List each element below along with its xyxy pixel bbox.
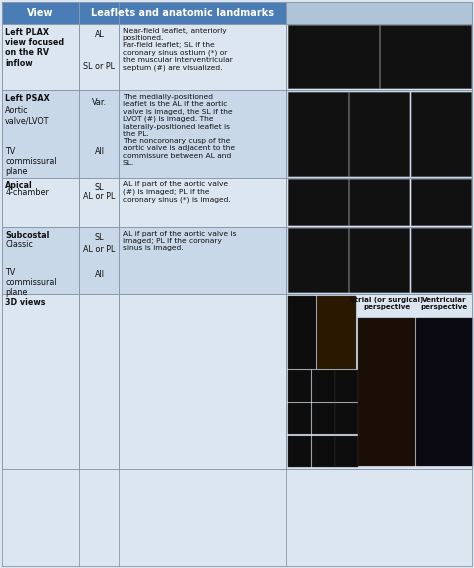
Bar xyxy=(349,92,409,176)
Text: SL: SL xyxy=(95,183,104,193)
Text: Subcostal: Subcostal xyxy=(5,231,50,240)
Text: Classic: Classic xyxy=(5,240,33,249)
Text: Near-field leaflet, anteriorly
positioned.
Far-field leaflet; SL if the
coronary: Near-field leaflet, anteriorly positione… xyxy=(123,28,233,71)
Bar xyxy=(2,2,80,24)
Text: 3D views: 3D views xyxy=(5,298,46,307)
Bar xyxy=(410,228,471,293)
Bar xyxy=(119,24,286,90)
Text: TV
commissural
plane: TV commissural plane xyxy=(5,268,57,298)
Bar xyxy=(286,90,472,178)
Text: TV
commissural
plane: TV commissural plane xyxy=(5,147,57,176)
Bar xyxy=(286,294,472,469)
Bar xyxy=(286,2,472,24)
Bar xyxy=(2,294,80,469)
Text: Left PSAX: Left PSAX xyxy=(5,94,50,103)
Text: AL: AL xyxy=(94,30,104,39)
Text: All: All xyxy=(94,147,104,156)
Text: SL or PL: SL or PL xyxy=(83,62,116,71)
Bar xyxy=(80,294,119,469)
Text: AL or PL: AL or PL xyxy=(83,192,116,201)
Bar xyxy=(80,24,119,90)
Bar xyxy=(288,296,316,369)
Bar xyxy=(349,179,409,225)
Bar xyxy=(286,24,472,90)
Bar xyxy=(336,436,358,467)
Bar xyxy=(311,403,335,435)
Bar xyxy=(286,227,472,294)
Bar xyxy=(119,227,286,294)
Text: View: View xyxy=(27,8,54,18)
Bar xyxy=(119,90,286,178)
Text: AL or PL: AL or PL xyxy=(83,245,116,254)
Bar xyxy=(80,2,286,24)
Bar xyxy=(380,26,471,89)
Text: AL if part of the aortic valve
(#) is imaged; PL if the
coronary sinus (*) is im: AL if part of the aortic valve (#) is im… xyxy=(123,182,230,203)
Bar xyxy=(119,178,286,227)
Text: All: All xyxy=(94,270,104,279)
Bar xyxy=(80,178,119,227)
Bar xyxy=(119,294,286,469)
Bar xyxy=(80,227,119,294)
Text: AL if part of the aortic valve is
imaged; PL if the coronary
sinus is imaged.: AL if part of the aortic valve is imaged… xyxy=(123,231,236,251)
Text: Aortic
valve/LVOT: Aortic valve/LVOT xyxy=(5,106,50,126)
Bar xyxy=(288,403,310,435)
Bar xyxy=(358,318,415,466)
Bar xyxy=(286,178,472,227)
Text: The medially-positioned
leaflet is the AL if the aortic
valve is imaged, the SL : The medially-positioned leaflet is the A… xyxy=(123,94,235,166)
Bar xyxy=(288,92,348,176)
Bar xyxy=(2,227,80,294)
Bar xyxy=(2,90,80,178)
Text: Leaflets and anatomic landmarks: Leaflets and anatomic landmarks xyxy=(91,8,274,18)
Bar xyxy=(410,179,471,225)
Text: Var.: Var. xyxy=(92,98,107,107)
Bar xyxy=(288,179,348,225)
Bar xyxy=(288,436,310,467)
Bar xyxy=(416,318,473,466)
Bar xyxy=(80,90,119,178)
Text: Apical: Apical xyxy=(5,182,33,190)
Text: 4-chamber: 4-chamber xyxy=(5,189,49,197)
Bar xyxy=(2,24,80,90)
Bar xyxy=(311,436,335,467)
Text: Left PLAX
view focused
on the RV
inflow: Left PLAX view focused on the RV inflow xyxy=(5,28,64,68)
Bar xyxy=(410,92,471,176)
Bar xyxy=(288,26,379,89)
Bar xyxy=(2,178,80,227)
Bar xyxy=(311,370,335,402)
Bar xyxy=(288,228,348,293)
Bar xyxy=(349,228,409,293)
Text: Atrial (or surgical)
perspective: Atrial (or surgical) perspective xyxy=(349,297,424,310)
Text: SL: SL xyxy=(95,233,104,242)
Bar xyxy=(317,296,356,369)
Text: Ventricular
perspective: Ventricular perspective xyxy=(421,297,468,310)
Bar xyxy=(336,403,358,435)
Bar xyxy=(288,370,310,402)
Bar xyxy=(336,370,358,402)
